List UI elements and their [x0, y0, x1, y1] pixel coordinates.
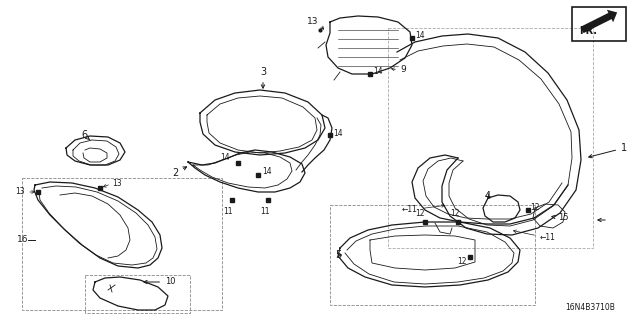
Text: 1: 1 — [589, 143, 627, 158]
Text: 14: 14 — [373, 68, 383, 76]
Text: 2: 2 — [172, 167, 187, 178]
Text: ←11: ←11 — [513, 230, 556, 243]
Text: 12: 12 — [457, 258, 467, 267]
Bar — [388, 28, 593, 248]
Text: 16: 16 — [17, 236, 28, 244]
Text: 10: 10 — [144, 277, 175, 286]
Text: 12: 12 — [415, 210, 425, 219]
Bar — [85, 275, 190, 313]
Text: ←11: ←11 — [402, 204, 444, 214]
Text: 12: 12 — [530, 204, 540, 212]
Text: 11: 11 — [260, 207, 269, 216]
Text: 14: 14 — [333, 129, 342, 138]
Text: 16N4B3710B: 16N4B3710B — [565, 303, 615, 312]
Text: 14: 14 — [415, 31, 424, 41]
Text: 5: 5 — [335, 250, 341, 260]
Text: 12: 12 — [451, 210, 460, 219]
Text: 3: 3 — [260, 67, 266, 88]
FancyArrow shape — [580, 10, 617, 33]
Bar — [22, 178, 222, 310]
Text: 15: 15 — [552, 213, 568, 222]
Text: 13: 13 — [15, 188, 25, 196]
Text: 6: 6 — [81, 130, 90, 140]
Text: 14: 14 — [220, 154, 230, 163]
Text: 9: 9 — [400, 66, 406, 75]
Text: 14: 14 — [262, 167, 271, 177]
Text: 4: 4 — [485, 191, 491, 201]
Text: 13: 13 — [112, 179, 122, 188]
Text: 11: 11 — [223, 207, 233, 216]
Text: FR.: FR. — [579, 26, 597, 36]
Bar — [330, 205, 535, 305]
Text: 13: 13 — [307, 18, 318, 27]
